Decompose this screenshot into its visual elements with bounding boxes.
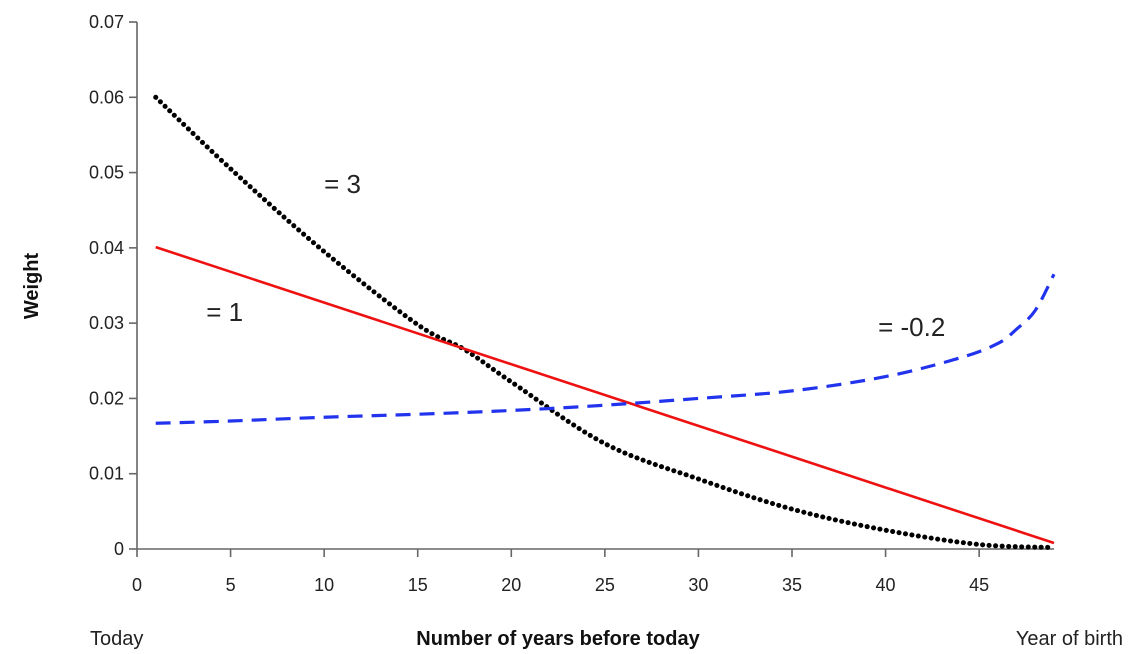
y-tick-label: 0.04: [89, 238, 124, 258]
x-axis-title: Number of years before today: [416, 628, 700, 650]
y-tick-label: 0.07: [89, 12, 124, 32]
annotations: = 3 = 1 = -0.2: [206, 169, 945, 342]
series-dashed-line: [155, 273, 1056, 425]
series-annotation: = 1: [206, 297, 243, 327]
y-tick-label: 0.06: [89, 87, 124, 107]
x-tick-label: 10: [314, 575, 334, 595]
x-axis-right-end-label: Year of birth: [1016, 628, 1123, 650]
x-tick-label: 45: [969, 575, 989, 595]
x-axis-left-end-label: Today: [90, 628, 143, 650]
x-tick-label: 15: [408, 575, 428, 595]
x-tick-label: 35: [782, 575, 802, 595]
x-tick-label: 5: [226, 575, 236, 595]
x-ticks: 0 5 10 15 20 25 30 35 40 45: [132, 549, 989, 595]
x-tick-label: 30: [688, 575, 708, 595]
x-tick-label: 25: [595, 575, 615, 595]
series-layer: [153, 94, 1057, 550]
y-tick-label: 0.01: [89, 464, 124, 484]
series-annotation: = -0.2: [878, 312, 945, 342]
y-tick-label: 0.03: [89, 313, 124, 333]
y-tick-label: 0.05: [89, 163, 124, 183]
x-tick-label: 0: [132, 575, 142, 595]
y-ticks: 0 0.01 0.02 0.03 0.04 0.05 0.06 0.07: [89, 12, 137, 559]
y-tick-label: 0: [114, 539, 124, 559]
x-tick-label: 40: [876, 575, 896, 595]
series-solid-line: [155, 245, 1055, 545]
axes: [136, 22, 1054, 550]
series-dotted-line: [153, 94, 1057, 550]
x-tick-label: 20: [501, 575, 521, 595]
series-annotation: = 3: [324, 169, 361, 199]
y-tick-label: 0.02: [89, 388, 124, 408]
y-axis-title: Weight: [21, 253, 43, 320]
